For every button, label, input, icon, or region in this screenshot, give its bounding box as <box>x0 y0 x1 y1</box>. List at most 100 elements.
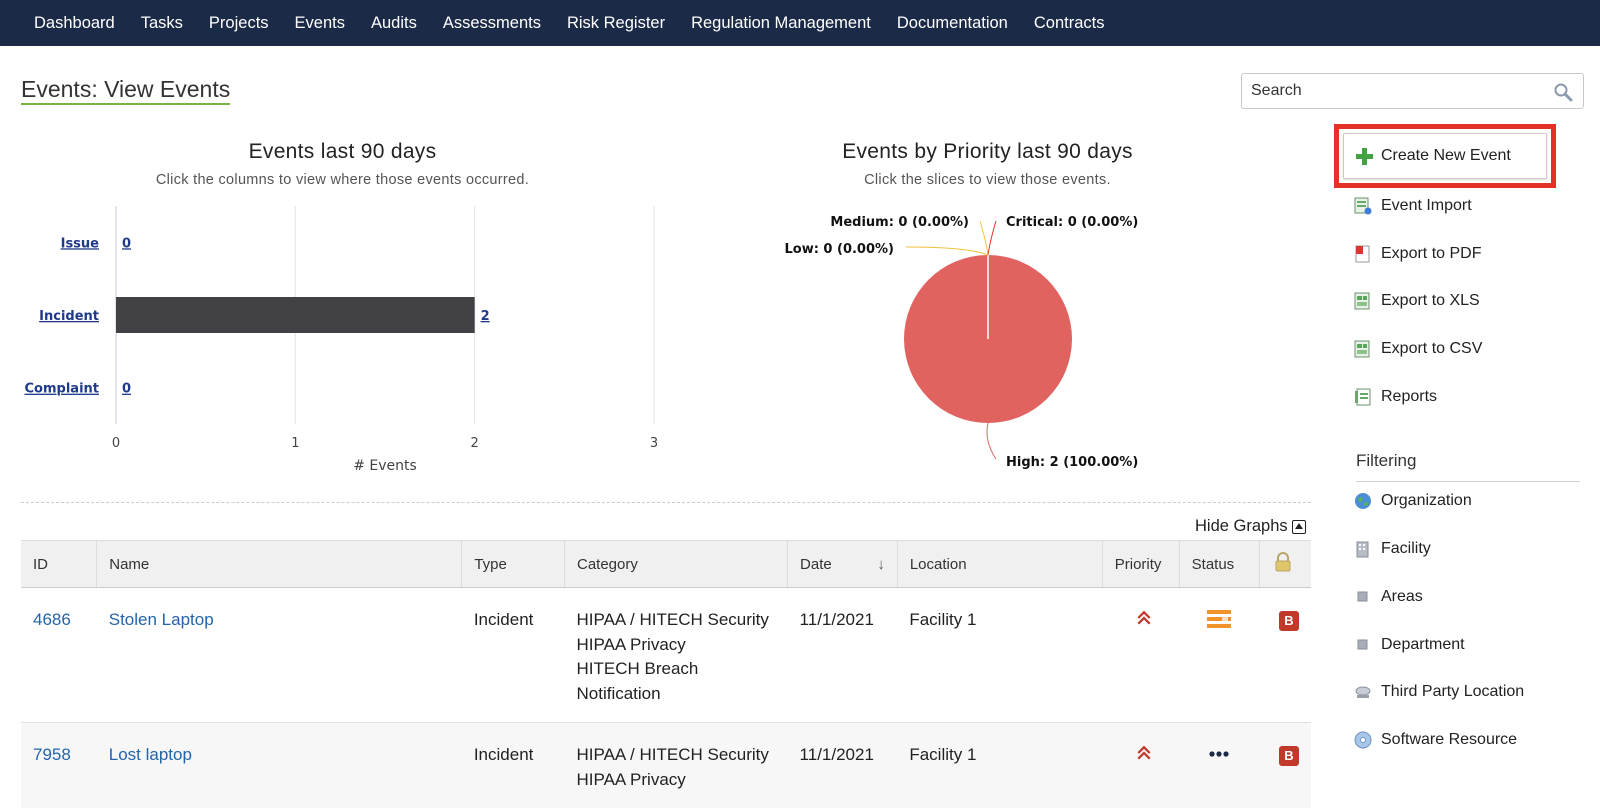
cell-status <box>1179 723 1259 808</box>
pdf-icon <box>1354 245 1372 263</box>
pie-label-low[interactable]: Low: 0 (0.00%) <box>784 242 894 257</box>
pending-status-icon <box>1207 745 1231 763</box>
pie-chart: Medium: 0 (0.00%) Critical: 0 (0.00%) Low:… <box>0 0 1300 480</box>
filter-organization[interactable]: Organization <box>1354 492 1472 510</box>
export-csv-link[interactable]: Export to CSV <box>1354 340 1482 358</box>
hide-graphs-label: Hide Graphs <box>1195 517 1288 536</box>
table-row: 4686 Stolen Laptop Incident HIPAA / HITE… <box>21 588 1311 723</box>
create-new-event-highlight: Create New Event <box>1334 124 1556 188</box>
reports-icon <box>1354 388 1372 406</box>
pie-label-critical[interactable]: Critical: 0 (0.00%) <box>1006 215 1138 230</box>
in-progress-status-icon <box>1207 610 1231 628</box>
cell-category: HIPAA / HITECH Security HIPAA Privacy HI… <box>565 588 788 723</box>
pie-label-medium[interactable]: Medium: 0 (0.00%) <box>830 215 969 230</box>
filter-organization-label: Organization <box>1381 492 1472 510</box>
filter-third-party-location-label: Third Party Location <box>1381 683 1524 701</box>
cell-location: Facility 1 <box>897 723 1102 808</box>
filter-department-label: Department <box>1381 636 1465 654</box>
department-icon <box>1354 636 1372 654</box>
cell-type: Incident <box>462 588 565 723</box>
pie-label-high[interactable]: High: 2 (100.00%) <box>1006 455 1138 470</box>
label-connector <box>988 221 996 255</box>
label-connector <box>906 247 988 255</box>
cell-date: 11/1/2021 <box>788 588 898 723</box>
col-header-date[interactable]: Date ↓ <box>788 541 898 588</box>
filtering-heading: Filtering <box>1356 451 1580 482</box>
filter-facility-label: Facility <box>1381 540 1431 558</box>
xls-icon <box>1354 292 1372 310</box>
category-item: HIPAA Privacy <box>577 633 776 658</box>
cell-priority <box>1102 588 1179 723</box>
create-new-event-button[interactable]: Create New Event <box>1343 133 1547 179</box>
create-new-event-label: Create New Event <box>1381 147 1511 165</box>
event-name-link[interactable]: Lost laptop <box>109 745 192 764</box>
event-id-link[interactable]: 7958 <box>33 745 71 764</box>
filter-third-party-location[interactable]: Third Party Location <box>1354 683 1524 701</box>
collapse-up-icon <box>1292 520 1306 534</box>
label-connector <box>987 423 996 459</box>
graphs-divider <box>21 502 1311 503</box>
cell-badge: B <box>1259 588 1311 723</box>
cell-date: 11/1/2021 <box>788 723 898 808</box>
cell-priority <box>1102 723 1179 808</box>
hide-graphs-toggle[interactable]: Hide Graphs <box>1195 517 1306 536</box>
filter-software-resource[interactable]: Software Resource <box>1354 731 1517 749</box>
cell-name: Stolen Laptop <box>97 588 462 723</box>
disc-icon <box>1354 731 1372 749</box>
cell-id: 7958 <box>21 723 97 808</box>
cell-name: Lost laptop <box>97 723 462 808</box>
breach-badge[interactable]: B <box>1279 746 1299 766</box>
export-pdf-label: Export to PDF <box>1381 245 1481 263</box>
import-icon <box>1354 197 1372 215</box>
col-header-name[interactable]: Name <box>97 541 462 588</box>
col-header-date-label: Date <box>800 556 832 573</box>
events-table: ID Name Type Category Date ↓ Location Pri… <box>21 540 1311 808</box>
table-header-row: ID Name Type Category Date ↓ Location Pri… <box>21 541 1311 588</box>
cell-location: Facility 1 <box>897 588 1102 723</box>
globe-icon <box>1354 492 1372 510</box>
high-priority-icon <box>1136 610 1152 626</box>
reports-link[interactable]: Reports <box>1354 388 1437 406</box>
export-pdf-link[interactable]: Export to PDF <box>1354 245 1481 263</box>
event-import-label: Event Import <box>1381 197 1472 215</box>
cell-category: HIPAA / HITECH Security HIPAA Privacy <box>565 723 788 808</box>
col-header-category[interactable]: Category <box>565 541 788 588</box>
col-header-id[interactable]: ID <box>21 541 97 588</box>
high-priority-icon <box>1136 745 1152 761</box>
label-connector <box>980 221 988 255</box>
category-item: HIPAA / HITECH Security <box>577 743 776 768</box>
building-icon <box>1354 540 1372 558</box>
lock-icon <box>1274 552 1292 572</box>
category-item: HIPAA / HITECH Security <box>577 608 776 633</box>
col-header-type[interactable]: Type <box>462 541 565 588</box>
breach-badge[interactable]: B <box>1279 611 1299 631</box>
cell-type: Incident <box>462 723 565 808</box>
col-header-status[interactable]: Status <box>1179 541 1259 588</box>
event-name-link[interactable]: Stolen Laptop <box>109 610 214 629</box>
sort-descending-icon: ↓ <box>877 556 885 573</box>
export-csv-label: Export to CSV <box>1381 340 1482 358</box>
table-row: 7958 Lost laptop Incident HIPAA / HITECH… <box>21 723 1311 808</box>
col-header-lock <box>1259 541 1311 588</box>
cell-status <box>1179 588 1259 723</box>
area-icon <box>1354 588 1372 606</box>
col-header-location[interactable]: Location <box>897 541 1102 588</box>
cloud-icon <box>1354 683 1372 701</box>
export-xls-label: Export to XLS <box>1381 292 1480 310</box>
filter-software-resource-label: Software Resource <box>1381 731 1517 749</box>
filter-areas[interactable]: Areas <box>1354 588 1423 606</box>
filter-facility[interactable]: Facility <box>1354 540 1431 558</box>
cell-id: 4686 <box>21 588 97 723</box>
event-id-link[interactable]: 4686 <box>33 610 71 629</box>
search-icon[interactable] <box>1553 82 1573 102</box>
cell-badge: B <box>1259 723 1311 808</box>
plus-icon <box>1356 148 1372 164</box>
col-header-priority[interactable]: Priority <box>1102 541 1179 588</box>
filter-areas-label: Areas <box>1381 588 1423 606</box>
export-xls-link[interactable]: Export to XLS <box>1354 292 1480 310</box>
reports-label: Reports <box>1381 388 1437 406</box>
category-item: HIPAA Privacy <box>577 768 776 793</box>
csv-icon <box>1354 340 1372 358</box>
filter-department[interactable]: Department <box>1354 636 1465 654</box>
event-import-link[interactable]: Event Import <box>1354 197 1472 215</box>
